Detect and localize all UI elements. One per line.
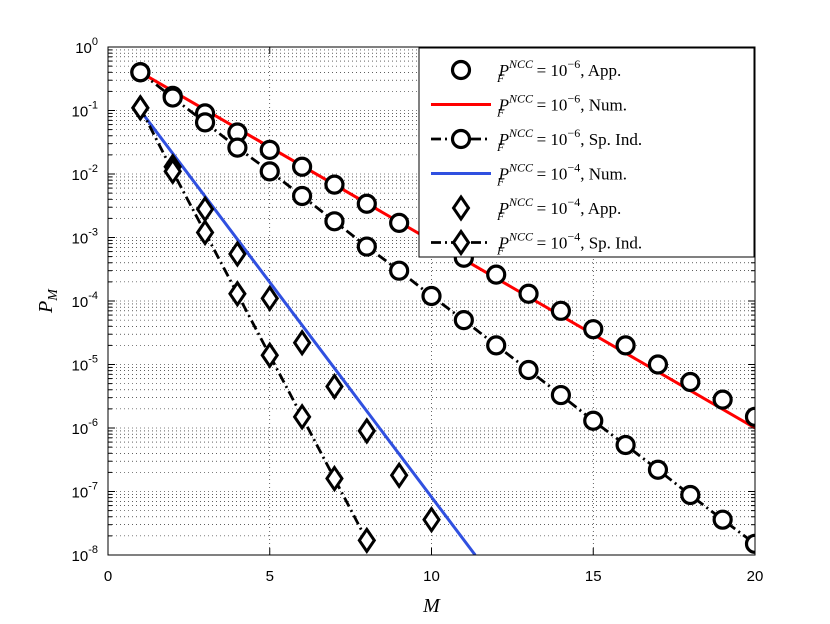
- series-6-point: [260, 341, 280, 369]
- y-tick-label: 10-4: [72, 290, 98, 311]
- series-6-markers: [131, 94, 377, 555]
- series-6-point: [228, 280, 247, 308]
- series-1-point: [518, 283, 539, 304]
- series-6-point: [357, 526, 377, 555]
- legend-label-4: PNCC F = 10−4, Num.: [496, 161, 627, 189]
- legend-swatch-marker-6: [451, 228, 471, 257]
- series-3-point: [356, 236, 377, 257]
- series-1-point: [583, 319, 604, 340]
- y-tick-label: 10-6: [72, 417, 98, 438]
- axis-labels: M PM: [35, 288, 441, 617]
- series-5-point: [228, 240, 247, 268]
- ticks: 0 5 10 15 20 100 10-1 10-2 10-3 10-4 10-5 10-6 10-7 1…: [72, 36, 764, 585]
- y-tick-label: 10-2: [72, 163, 98, 184]
- y-tick-label: 10-5: [72, 354, 98, 375]
- series-5-point: [260, 284, 280, 313]
- legend-swatch-marker-5: [451, 194, 471, 222]
- series-3-markers: [130, 62, 755, 554]
- series-3-point: [615, 434, 636, 456]
- series-6-point: [325, 464, 344, 493]
- series-6-point: [163, 157, 183, 186]
- series-3-point: [744, 533, 755, 554]
- x-axis-label: M: [422, 595, 441, 617]
- x-tick-label: 20: [747, 568, 764, 585]
- series-3-point: [130, 62, 151, 83]
- x-tick-label: 0: [104, 568, 112, 585]
- series-5-markers: [131, 94, 441, 534]
- series-4-line: [139, 109, 477, 555]
- series-6-line: [139, 107, 369, 542]
- legend-label-2: PNCC F = 10−6, Num.: [496, 92, 627, 120]
- series-3-point: [550, 384, 572, 406]
- x-tick-label: 10: [423, 568, 440, 585]
- x-tick-label: 5: [266, 568, 274, 585]
- series-3-point: [712, 509, 733, 530]
- series-6-point: [131, 94, 150, 122]
- series-3-point: [227, 137, 248, 158]
- legend-swatch-marker-3: [450, 128, 472, 150]
- series-1-point: [324, 174, 345, 195]
- legend-box: [418, 47, 755, 258]
- y-tick-label: 10-3: [72, 227, 98, 248]
- series-3-point: [324, 211, 345, 232]
- series-1-point: [292, 156, 313, 177]
- series-1-point: [712, 389, 733, 410]
- legend-label-3: PNCC F = 10−6, Sp. Ind.: [496, 126, 642, 154]
- series-3-point: [194, 112, 216, 133]
- series-1-point: [647, 354, 669, 375]
- series-6-point: [195, 218, 215, 247]
- series-1-point: [389, 212, 410, 233]
- series-3-point: [647, 459, 669, 480]
- series-1-point: [356, 193, 377, 214]
- series-5-point: [357, 417, 377, 445]
- legend: PNCC F = 10−6, App. PNCC F = 10−6, Num. PNCC…: [418, 47, 755, 258]
- series-3-point: [518, 359, 539, 381]
- series-1-point: [680, 371, 701, 393]
- series-3-point: [259, 161, 280, 182]
- series-3-point: [389, 260, 410, 281]
- series-markers: [130, 62, 755, 555]
- x-tick-label: 15: [585, 568, 602, 585]
- y-tick-label: 10-1: [72, 100, 98, 121]
- series-3-point: [680, 484, 701, 506]
- series-3-point: [453, 310, 474, 331]
- legend-label-1: PNCC F = 10−6, App.: [496, 57, 621, 85]
- y-tick-label: 10-7: [72, 481, 98, 502]
- series-6-point: [292, 403, 312, 431]
- series-5-point: [292, 329, 312, 357]
- series-3-point: [486, 335, 507, 356]
- legend-label-6: PNCC F = 10−4, Sp. Ind.: [496, 230, 642, 258]
- y-tick-label: 10-8: [72, 544, 98, 565]
- legend-label-5: PNCC F = 10−4, App.: [496, 195, 621, 223]
- series-1-point: [486, 264, 507, 285]
- series-3-point: [292, 185, 313, 207]
- series-3-point: [583, 410, 604, 431]
- series-5-point: [422, 506, 441, 534]
- legend-swatch-marker-1: [450, 59, 472, 81]
- series-1-point: [744, 406, 755, 427]
- series-3-point: [162, 87, 183, 108]
- series-1-point: [550, 300, 572, 321]
- series-1-point: [615, 335, 636, 356]
- series-5-point: [389, 461, 409, 489]
- series-3-point: [421, 285, 442, 307]
- y-tick-label: 100: [75, 36, 98, 57]
- series-5-point: [325, 372, 344, 401]
- y-axis-label: PM: [35, 288, 61, 314]
- series-1-point: [259, 139, 280, 160]
